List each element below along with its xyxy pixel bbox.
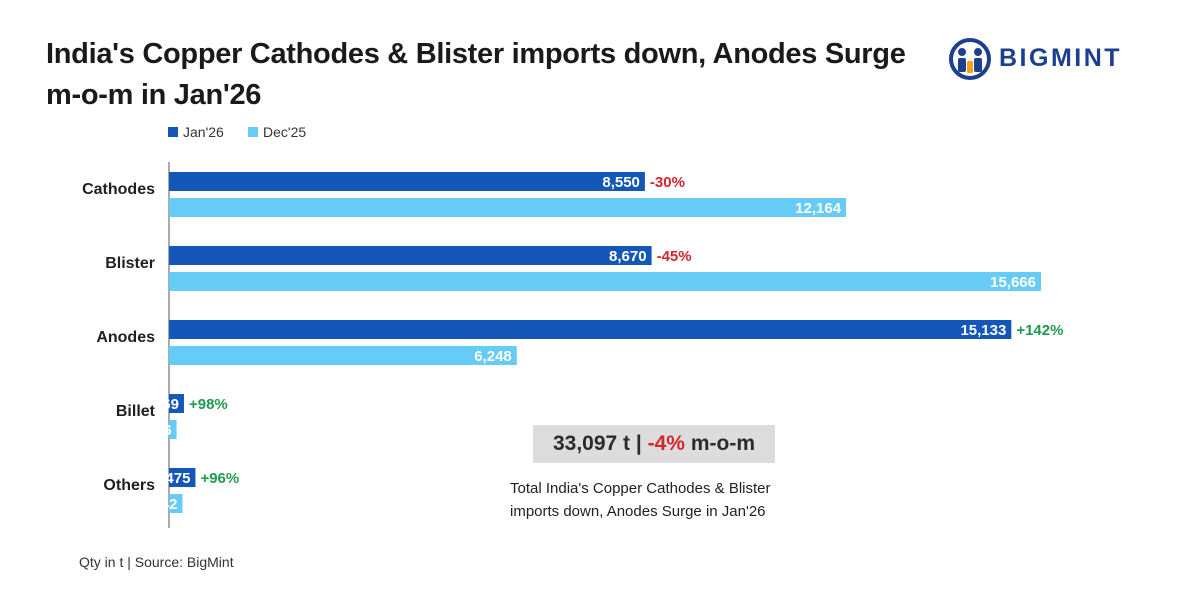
value-label-others-jan26: 475 xyxy=(165,470,190,487)
bar-others-dec25 xyxy=(169,494,183,513)
summary-separator: | xyxy=(635,432,642,455)
bar-billet-jan26 xyxy=(169,394,184,413)
bar-cathodes-dec25 xyxy=(169,198,847,217)
summary-line-2: imports down, Anodes Surge in Jan'26 xyxy=(510,503,766,520)
bar-anodes-dec25 xyxy=(169,346,517,365)
value-label-billet-jan26: 269 xyxy=(154,396,179,413)
bigmint-logo: BIGMINT xyxy=(948,37,1158,81)
value-label-blister-dec25: 15,666 xyxy=(990,274,1036,291)
value-label-billet-dec25: 136 xyxy=(147,422,172,439)
category-label-anodes: Anodes xyxy=(96,329,155,346)
category-label-billet: Billet xyxy=(116,403,156,420)
bar-blister-jan26 xyxy=(169,246,652,265)
category-label-blister: Blister xyxy=(105,255,155,272)
legend-label-jan26: Jan'26 xyxy=(183,124,224,140)
change-label-anodes: +142% xyxy=(1016,322,1063,339)
summary-change: -4% xyxy=(647,432,685,455)
value-label-blister-jan26: 8,670 xyxy=(609,248,647,265)
value-label-anodes-dec25: 6,248 xyxy=(474,348,512,365)
summary-line-1: Total India's Copper Cathodes & Blister xyxy=(510,480,771,497)
value-label-cathodes-jan26: 8,550 xyxy=(602,174,640,191)
bar-blister-dec25 xyxy=(169,272,1041,291)
value-label-others-dec25: 242 xyxy=(152,496,177,513)
change-label-billet: +98% xyxy=(189,396,228,413)
logo-text: BIGMINT xyxy=(999,44,1123,72)
category-label-others: Others xyxy=(103,477,155,494)
summary-total-box: 33,097 t | -4% m-o-m xyxy=(533,425,775,463)
value-label-cathodes-dec25: 12,164 xyxy=(795,200,842,217)
change-label-cathodes: -30% xyxy=(650,174,685,191)
legend-swatch-dec25 xyxy=(248,127,258,137)
bar-billet-dec25 xyxy=(169,420,177,439)
bar-anodes-jan26 xyxy=(169,320,1012,339)
bar-others-jan26 xyxy=(169,468,196,487)
summary-suffix: m-o-m xyxy=(690,432,755,455)
change-label-others: +96% xyxy=(200,470,239,487)
bar-cathodes-jan26 xyxy=(169,172,645,191)
category-label-cathodes: Cathodes xyxy=(82,181,155,198)
summary-description: Total India's Copper Cathodes & Blister … xyxy=(510,477,830,523)
bigmint-people-icon xyxy=(949,38,991,80)
summary-total: 33,097 t xyxy=(552,432,631,455)
legend-label-dec25: Dec'25 xyxy=(263,124,306,140)
legend-swatch-jan26 xyxy=(168,127,178,137)
chart-title: India's Copper Cathodes & Blister import… xyxy=(46,38,906,111)
change-label-blister: -45% xyxy=(657,248,692,265)
value-label-anodes-jan26: 15,133 xyxy=(960,322,1006,339)
source-note: Qty in t | Source: BigMint xyxy=(79,554,234,570)
